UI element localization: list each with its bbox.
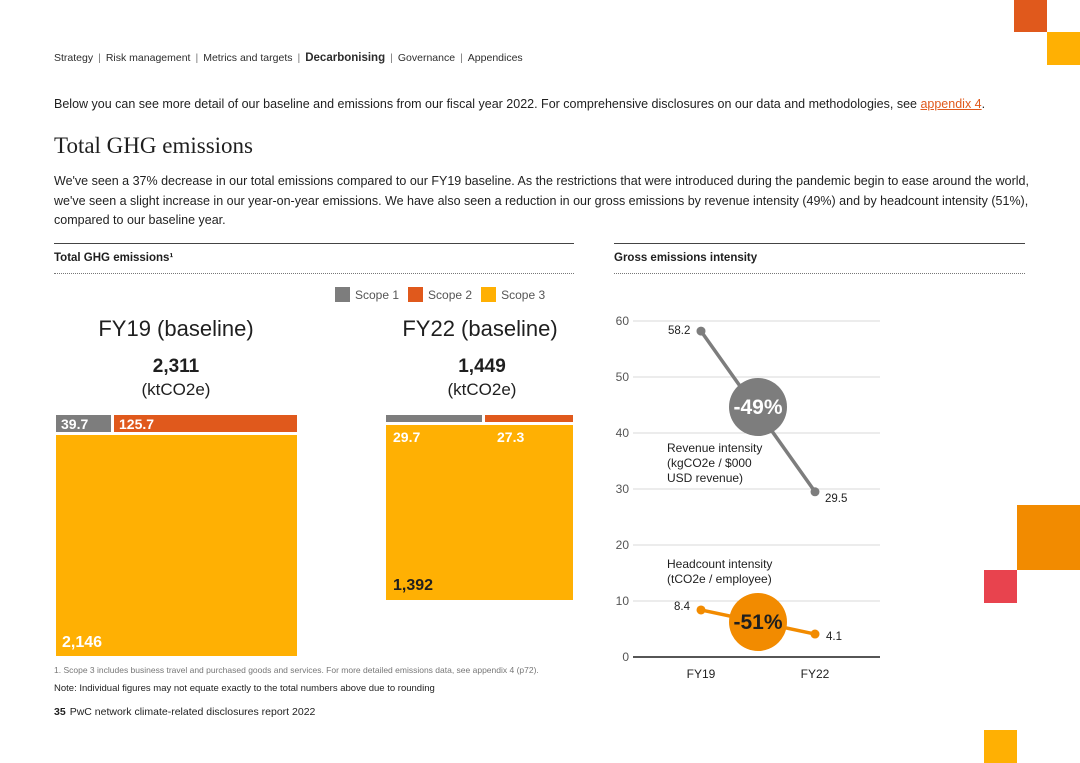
data-point xyxy=(696,605,706,615)
fy19-scope1-label: 39.7 xyxy=(61,416,89,432)
right-panel-dotted-rule xyxy=(614,273,1025,274)
rounding-note: Note: Individual figures may not equate … xyxy=(54,683,435,694)
change-label: -51% xyxy=(733,611,782,634)
page-footer: 35 PwC network climate-related disclosure… xyxy=(54,706,315,718)
left-panel-top-rule xyxy=(54,243,574,244)
scope-legend: Scope 1 Scope 2 Scope 3 xyxy=(335,287,554,302)
series-name-label: USD revenue) xyxy=(667,471,743,485)
fy19-title: FY19 (baseline) xyxy=(98,316,254,341)
intro-end: . xyxy=(981,97,986,111)
change-badge xyxy=(729,378,787,436)
intro-body: Below you can see more detail of our bas… xyxy=(54,97,921,111)
legend-label: Scope 2 xyxy=(428,287,473,302)
legend-scope-2: Scope 2 xyxy=(408,287,472,302)
fy19-scope3-block xyxy=(56,435,297,656)
legend-label: Scope 3 xyxy=(501,287,546,302)
nav-metrics-and-targets[interactable]: Metrics and targets xyxy=(203,52,293,64)
data-label: 4.1 xyxy=(826,631,842,643)
legend-swatch-scope-1 xyxy=(335,287,350,302)
summary-paragraph: We've seen a 37% decrease in our total e… xyxy=(54,174,1029,227)
nav-separator: | xyxy=(98,52,101,64)
left-panel-title: Total GHG emissions¹ xyxy=(54,252,174,264)
fy22-scope3-block xyxy=(386,425,573,600)
scope3-footnote: 1. Scope 3 includes business travel and … xyxy=(54,665,539,675)
legend-scope-1: Scope 1 xyxy=(335,287,399,302)
left-panel-dotted-rule xyxy=(54,273,574,274)
fy22-scope1-block xyxy=(386,415,482,422)
decor-square-orange-dark xyxy=(1014,0,1047,32)
fy19-scope3-label: 2,146 xyxy=(62,634,103,651)
change-label: -49% xyxy=(733,396,782,419)
y-tick-label: 0 xyxy=(622,650,629,664)
fy22-scope2-label: 27.3 xyxy=(497,429,525,445)
y-tick-label: 30 xyxy=(616,482,630,496)
nav-appendices[interactable]: Appendices xyxy=(467,52,523,64)
decor-square-orange xyxy=(1017,505,1080,570)
section-nav: Strategy | Risk management | Metrics and tar… xyxy=(54,52,523,64)
fy19-scope1-block xyxy=(56,415,111,432)
data-point xyxy=(810,629,820,639)
x-tick-label: FY22 xyxy=(801,667,830,681)
fy22-scope1-label: 29.7 xyxy=(393,429,421,445)
intro-text: Below you can see more detail of our bas… xyxy=(54,97,985,111)
page-title: Total GHG emissions xyxy=(54,133,253,158)
nav-decarbonising[interactable]: Decarbonising xyxy=(305,52,386,64)
decor-square-yellow-bottom xyxy=(984,730,1017,763)
fy19-unit: (ktCO2e) xyxy=(141,380,211,399)
legend-swatch-scope-2 xyxy=(408,287,424,302)
report-title: PwC network climate-related disclosures … xyxy=(69,706,316,718)
nav-separator: | xyxy=(195,52,199,64)
fy19-scope2-block xyxy=(114,415,297,432)
intensity-line-chart: 0 10 20 30 40 50 60 FY19 FY22 58.2 29.5 -49% Revenue… xyxy=(616,314,880,681)
legend-swatch-scope-3 xyxy=(481,287,497,302)
series-name-label: (tCO2e / employee) xyxy=(667,572,772,586)
nav-strategy[interactable]: Strategy xyxy=(54,52,94,64)
nav-separator: | xyxy=(297,52,301,64)
x-tick-label: FY19 xyxy=(687,667,716,681)
nav-governance[interactable]: Governance xyxy=(397,52,456,64)
change-badge xyxy=(729,593,787,651)
y-tick-label: 10 xyxy=(616,594,630,608)
y-tick-label: 20 xyxy=(616,538,630,552)
legend-scope-3: Scope 3 xyxy=(481,287,545,302)
legend-label: Scope 1 xyxy=(355,287,400,302)
nav-separator: | xyxy=(460,52,463,64)
page-number: 35 xyxy=(54,706,66,718)
fy19-scope2-label: 125.7 xyxy=(119,416,155,432)
y-tick-label: 60 xyxy=(616,314,630,328)
right-panel-top-rule xyxy=(614,243,1025,244)
data-point xyxy=(810,487,820,497)
right-panel-title: Gross emissions intensity xyxy=(614,252,758,264)
appendix-4-link[interactable]: appendix 4 xyxy=(920,97,982,111)
fy22-scope3-label: 1,392 xyxy=(393,577,434,594)
data-label: 58.2 xyxy=(668,325,690,337)
series-name-label: Revenue intensity xyxy=(667,441,762,455)
fy22-title: FY22 (baseline) xyxy=(402,316,558,341)
nav-separator: | xyxy=(390,52,393,64)
y-tick-label: 50 xyxy=(616,370,630,384)
fy19-total: 2,311 xyxy=(152,356,200,377)
data-label: 29.5 xyxy=(825,493,847,505)
decor-square-yellow-top xyxy=(1047,32,1080,65)
data-point xyxy=(696,326,706,336)
fy22-unit: (ktCO2e) xyxy=(447,380,517,399)
fy22-total: 1,449 xyxy=(458,356,506,377)
series-name-label: Headcount intensity xyxy=(667,557,772,571)
fy22-scope2-block xyxy=(485,415,573,422)
data-label: 8.4 xyxy=(674,601,691,613)
decor-square-red xyxy=(984,570,1017,603)
y-tick-label: 40 xyxy=(616,426,630,440)
series-name-label: (kgCO2e / $000 xyxy=(667,456,752,470)
nav-risk-management[interactable]: Risk management xyxy=(105,52,191,64)
